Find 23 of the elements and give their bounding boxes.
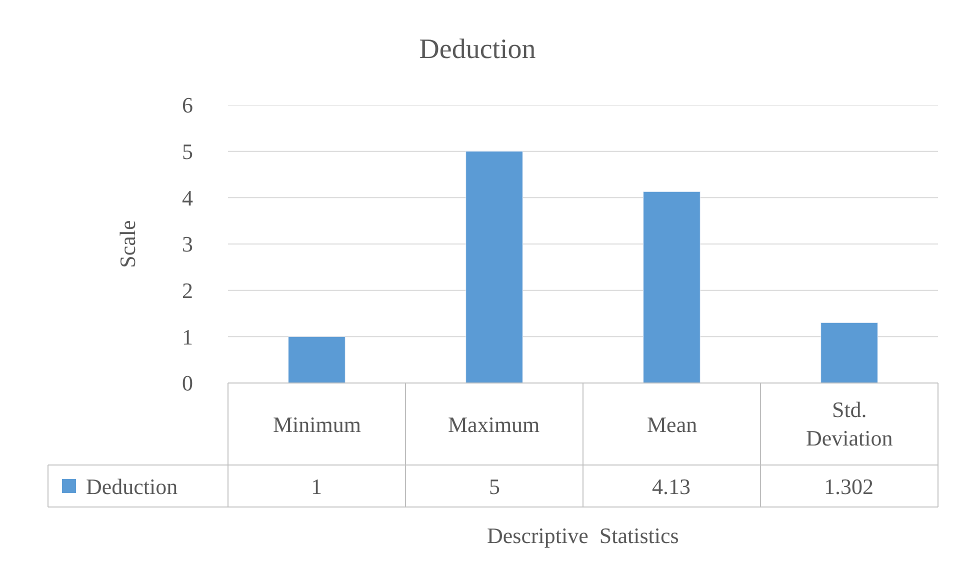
x-tick-label: Mean: [647, 412, 698, 437]
y-tick-label: 6: [182, 92, 193, 118]
y-tick-label: 3: [182, 232, 193, 257]
y-axis-title: Scale: [114, 220, 140, 268]
data-label: 1: [311, 474, 322, 499]
x-tick-label: Std. Deviation: [806, 397, 893, 451]
data-label: 5: [489, 474, 500, 499]
x-tick-label: Minimum: [273, 412, 362, 437]
bar: [820, 322, 878, 383]
y-tick-label: 1: [182, 324, 193, 350]
y-tick-label: 2: [182, 278, 193, 304]
y-tick-label: 4: [182, 185, 193, 210]
bar: [288, 336, 346, 383]
data-label: 4.13: [652, 474, 690, 499]
data-label: 1.302: [824, 474, 874, 499]
chart-title: Deduction: [419, 34, 536, 65]
y-tick-label: 0: [182, 370, 193, 396]
x-axis-title: Descriptive Statistics: [487, 523, 679, 548]
bar: [643, 191, 700, 383]
legend-label: Deduction: [86, 474, 178, 499]
x-tick-label: Maximum: [448, 412, 540, 437]
bar: [466, 151, 523, 383]
y-tick-label: 5: [182, 139, 193, 164]
